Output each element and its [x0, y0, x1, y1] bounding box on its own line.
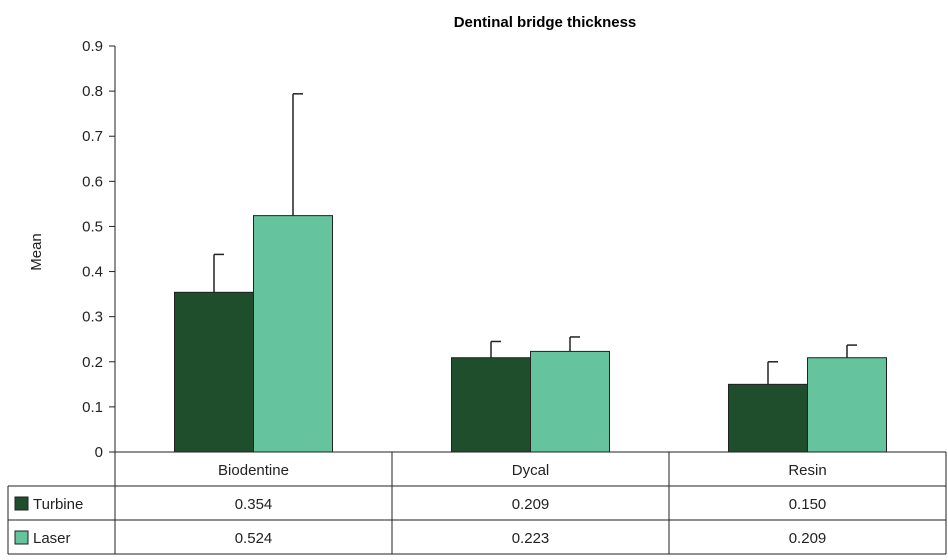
y-tick-label: 0.6 — [82, 173, 103, 190]
chart-title: Dentinal bridge thickness — [454, 14, 637, 31]
table-cell-value: 0.524 — [235, 530, 273, 547]
category-label: Biodentine — [218, 462, 289, 479]
category-label: Resin — [788, 462, 826, 479]
table-cell-value: 0.354 — [235, 496, 273, 513]
legend-swatch — [14, 530, 29, 545]
y-tick-label: 0.3 — [82, 309, 103, 326]
legend-label: Laser — [33, 530, 71, 547]
table-cell-value: 0.209 — [512, 496, 550, 513]
bar-turbine-resin — [728, 383, 808, 453]
table-cell-value: 0.223 — [512, 530, 550, 547]
table-cell-value: 0.209 — [789, 530, 827, 547]
y-tick-label: 0 — [95, 444, 103, 461]
legend-label: Turbine — [33, 496, 83, 513]
bars — [174, 215, 887, 453]
y-axis-label: Mean — [28, 233, 45, 271]
y-tick-label: 0.7 — [82, 128, 103, 145]
bar-laser-dycal — [530, 350, 610, 453]
y-tick-label: 0.5 — [82, 218, 103, 235]
bar-laser-resin — [807, 357, 887, 453]
y-tick-label: 0.2 — [82, 354, 103, 371]
bar-laser-biodentine — [253, 215, 333, 453]
legend-swatch — [14, 496, 29, 511]
y-tick-label: 0.8 — [82, 83, 103, 100]
data-table: Biodentine Dycal Resin Turbine 0.354 0.209 0.1… — [7, 452, 947, 555]
bar-turbine-biodentine — [174, 291, 254, 453]
table-cell-value: 0.150 — [789, 496, 827, 513]
error-bars — [213, 93, 857, 385]
category-label: Dycal — [512, 462, 550, 479]
y-tick-label: 0.9 — [82, 38, 103, 55]
bar-turbine-dycal — [451, 357, 531, 453]
y-tick-label: 0.4 — [82, 264, 103, 281]
y-tick-label: 0.1 — [82, 399, 103, 416]
